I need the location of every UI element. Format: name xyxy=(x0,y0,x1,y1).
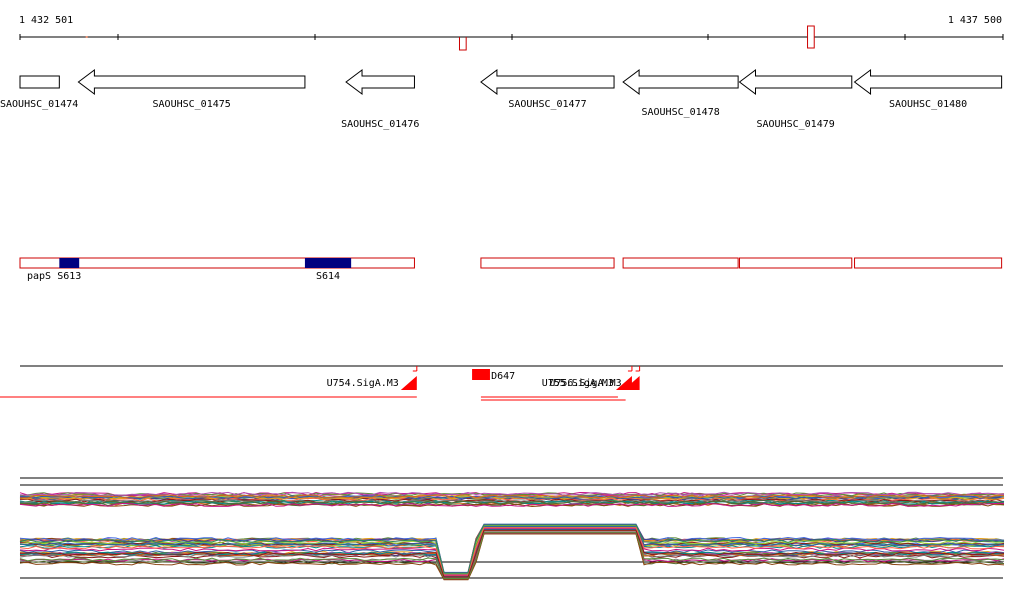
coordinate-ruler: 1 432 501 1 437 500 xyxy=(19,15,1004,51)
expression-trace xyxy=(19,524,1005,574)
ruler-mark xyxy=(85,36,88,38)
expression-trace xyxy=(19,531,1005,579)
gene-label: SAOUHSC_01474 xyxy=(0,99,78,110)
expression-trace xyxy=(19,497,1005,502)
gene-arrow xyxy=(738,69,853,95)
expression-trace xyxy=(19,529,1005,578)
expression-trace xyxy=(19,533,1005,581)
ruler-mark xyxy=(458,37,467,51)
gene-label: SAOUHSC_01477 xyxy=(508,99,586,110)
gene-arrow xyxy=(19,75,60,89)
promoter-wedge xyxy=(400,376,417,390)
gene-label: SAOUHSC_01475 xyxy=(153,99,231,110)
segment-block xyxy=(59,258,80,268)
segment-label: S613 xyxy=(57,271,81,282)
ruler-start-label: 1 432 501 xyxy=(19,15,73,26)
expression-trace xyxy=(19,494,1005,499)
operon-track xyxy=(19,257,1003,269)
promoter-wedge xyxy=(615,376,632,390)
gene-arrow xyxy=(345,69,415,95)
segment-block xyxy=(304,258,352,268)
terminator-box xyxy=(472,369,490,380)
terminator-label: D647 xyxy=(491,371,515,382)
expression-trace xyxy=(19,502,1004,507)
operon-box xyxy=(480,257,615,269)
promoter-label: U755.SigA.M3 xyxy=(542,378,614,389)
segment-label: S614 xyxy=(316,271,340,282)
expression-trace xyxy=(19,528,1005,577)
gene-label: SAOUHSC_01476 xyxy=(341,119,419,130)
promoter-stem xyxy=(635,366,641,372)
promoter-label: U756.SigA.M3 xyxy=(549,378,621,389)
expression-trace xyxy=(19,527,1005,576)
expression-trace xyxy=(19,525,1005,575)
segment-track: papS S613 S614 xyxy=(27,258,352,282)
expression-trace xyxy=(19,527,1005,576)
promoter-stem xyxy=(627,366,633,372)
gene-arrow xyxy=(480,69,615,95)
expression-profile-track xyxy=(19,477,1005,581)
operon-box xyxy=(854,257,1003,269)
gene-arrow xyxy=(853,69,1003,95)
promoter-label: U754.SigA.M3 xyxy=(327,378,399,389)
promoter-stem xyxy=(412,366,418,372)
expression-trace xyxy=(19,498,1005,503)
operon-box xyxy=(19,257,415,269)
operon-box xyxy=(622,257,739,269)
gene-arrow xyxy=(77,69,306,95)
expression-trace xyxy=(19,492,1005,497)
segment-label: papS xyxy=(27,271,51,282)
expression-trace xyxy=(19,491,1005,496)
gene-label: SAOUHSC_01480 xyxy=(889,99,967,110)
gene-track: SAOUHSC_01474 SAOUHSC_01475 SAOUHSC_01476 S… xyxy=(0,69,1003,130)
expression-trace xyxy=(19,500,1005,505)
gene-arrow xyxy=(622,69,739,95)
operon-box xyxy=(739,257,853,269)
gene-label: SAOUHSC_01478 xyxy=(641,107,719,118)
gene-label: SAOUHSC_01479 xyxy=(757,119,835,130)
ruler-end-label: 1 437 500 xyxy=(948,15,1002,26)
ruler-mark xyxy=(807,25,815,49)
